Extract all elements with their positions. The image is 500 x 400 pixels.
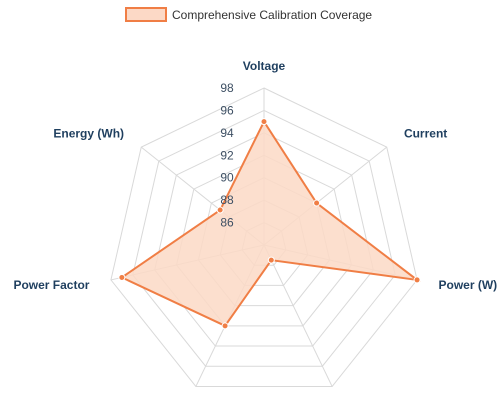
data-point[interactable]: [313, 199, 321, 207]
axis-label: Voltage: [243, 59, 286, 73]
tick-label: 94: [220, 126, 234, 140]
data-point[interactable]: [413, 276, 421, 284]
series-area: [119, 119, 421, 328]
tick-label: 96: [220, 103, 234, 117]
grid-ring: [132, 109, 396, 367]
legend-swatch[interactable]: [125, 7, 167, 22]
grid-ring: [110, 87, 418, 387]
axis-label: Power Factor: [13, 278, 89, 292]
tick-label: 88: [220, 193, 234, 207]
axis-label: Current: [404, 126, 447, 140]
tick-label: 90: [220, 171, 234, 185]
grid-ring: [154, 132, 374, 347]
tick-label: 86: [220, 216, 234, 230]
legend[interactable]: Comprehensive Calibration Coverage: [125, 7, 372, 22]
radial-tick-labels: 86 88 90 92 94 96 98: [220, 81, 234, 230]
data-point[interactable]: [267, 256, 275, 264]
series-layer: [118, 118, 421, 330]
grid-ring: [175, 154, 353, 327]
data-point[interactable]: [216, 206, 224, 214]
axis-label: Power (W): [439, 278, 498, 292]
data-point[interactable]: [260, 118, 268, 126]
tick-label: 98: [220, 81, 234, 95]
legend-label[interactable]: Comprehensive Calibration Coverage: [172, 8, 372, 22]
tick-label: 92: [220, 148, 234, 162]
axis-label: Energy (Wh): [53, 126, 124, 140]
data-point[interactable]: [118, 273, 126, 281]
grid-spoke: [263, 244, 333, 387]
data-point[interactable]: [221, 322, 229, 330]
